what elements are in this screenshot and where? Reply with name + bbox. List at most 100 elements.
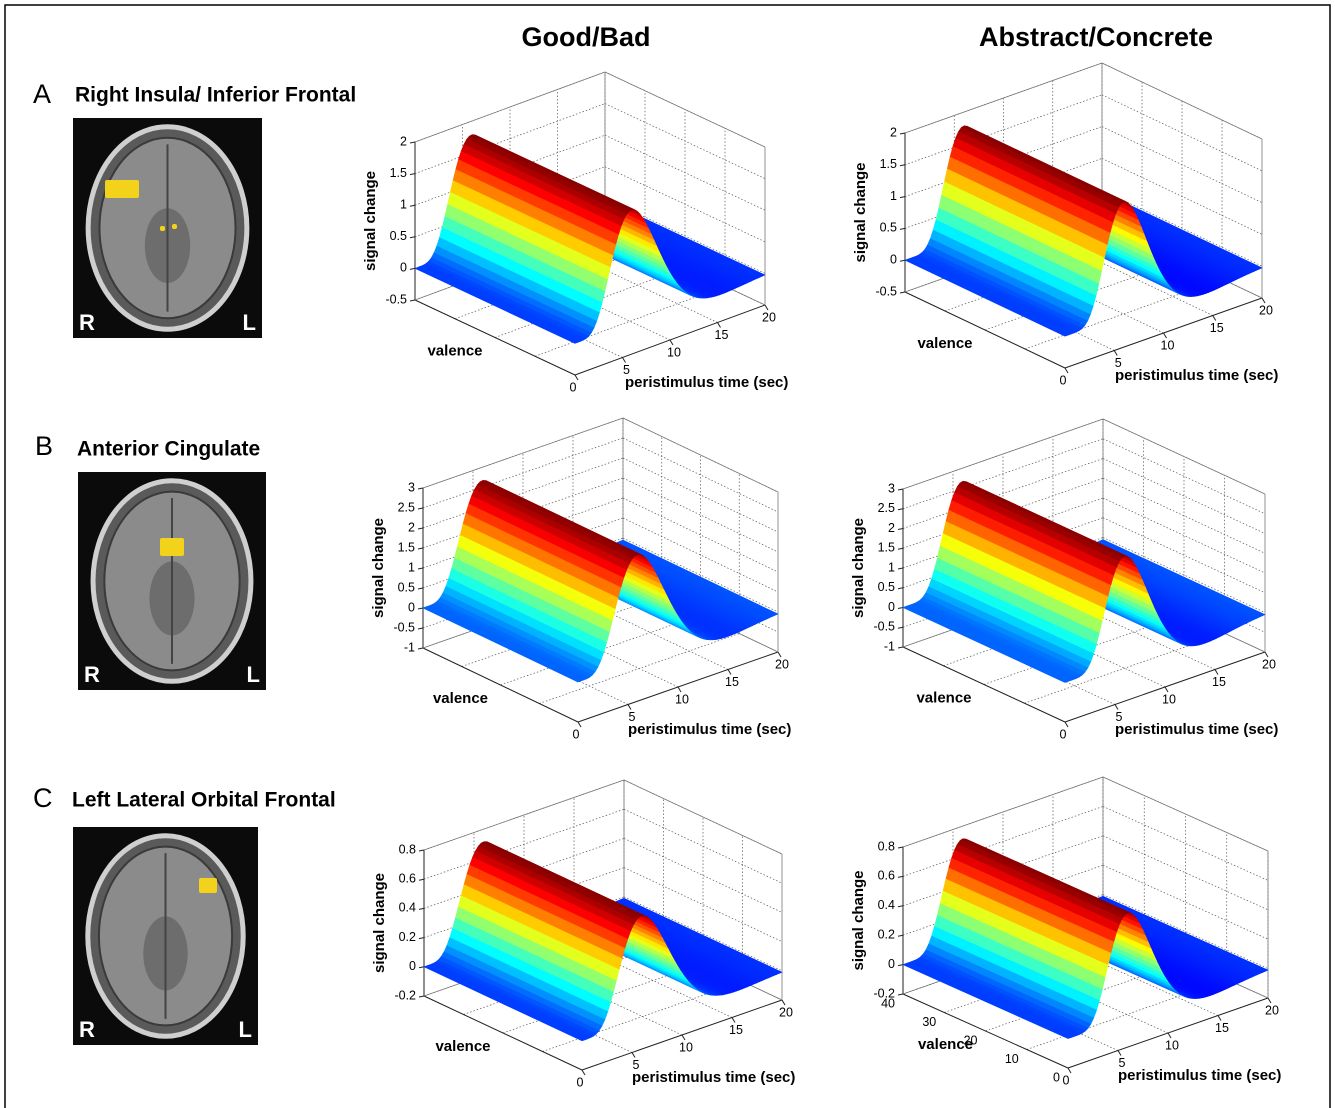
time-tick-label: 0 [570,380,577,394]
z-tick-label: 1.5 [880,157,897,171]
tick-mark [782,1000,785,1005]
box-edge [424,780,624,850]
z-tick-label: 0.6 [399,871,416,885]
time-tick-label: 15 [1210,321,1224,335]
box-edge [1102,63,1262,139]
tick-mark [898,965,903,966]
tick-mark [578,722,581,727]
z-tick-label: 0.5 [878,580,895,594]
response-surface [905,126,1262,336]
tick-mark [410,300,415,301]
z-tick-label: 2 [890,125,897,139]
tick-mark [765,305,768,310]
brain-side-label: R [79,1017,95,1042]
z-tick-label: 0.5 [880,221,897,235]
tick-mark [575,375,578,380]
tick-mark [419,996,424,997]
tick-mark [898,548,903,549]
time-tick-label: 10 [1161,338,1175,352]
tick-mark [898,906,903,907]
tick-mark [1115,705,1118,710]
tick-mark [1165,687,1168,692]
tick-mark [900,133,905,134]
tick-mark [898,608,903,609]
response-surface [903,481,1265,682]
axis-line [1065,298,1262,368]
tick-mark [418,528,423,529]
time-axis-label: peristimulus time (sec) [1115,367,1278,384]
tick-mark [898,568,903,569]
grid-line [903,439,1103,509]
tick-mark [898,876,903,877]
z-tick-label: 0 [409,959,416,973]
box-edge [423,418,623,488]
panel-letter: B [35,431,53,461]
tick-mark [419,908,424,909]
z-tick-label: 1.5 [878,541,895,555]
z-tick-label: 0.4 [878,898,895,912]
tick-mark [900,228,905,229]
tick-mark [418,628,423,629]
z-tick-label: -0.5 [385,292,407,306]
z-tick-label: 0 [888,957,895,971]
z-tick-label: 0 [888,600,895,614]
z-tick-label: 2 [400,134,407,148]
time-tick-label: 0 [1060,727,1067,741]
z-tick-label: 0.5 [398,580,415,594]
valence-tick-label: 30 [922,1015,936,1029]
z-tick-label: 0.2 [878,927,895,941]
tick-mark [1262,298,1265,303]
brain-image [78,472,266,690]
tick-mark [778,652,781,657]
z-tick-label: -1 [404,640,415,654]
valence-label: valence [916,689,971,706]
z-tick-label: 0 [408,600,415,614]
tick-mark [678,687,681,692]
region-title: Left Lateral Orbital Frontal [72,789,336,812]
z-tick-label: -1 [884,639,895,653]
tick-mark [1065,722,1068,727]
activation-blob [199,878,217,893]
z-tick-label: 0 [890,252,897,266]
tick-mark [728,670,731,675]
time-tick-label: 15 [1212,675,1226,689]
panel-letter: A [33,79,51,109]
time-tick-label: 20 [779,1005,793,1019]
z-tick-label: 1 [890,189,897,203]
box-edge [1103,419,1265,494]
brain-side-label: L [239,1017,252,1042]
brain-image [73,118,262,338]
tick-mark [900,197,905,198]
response-surface [415,135,765,344]
z-tick-label: 1.5 [390,166,407,180]
valence-label: valence [918,1036,973,1053]
axis-line [1065,652,1265,722]
tick-mark [900,165,905,166]
tick-mark [418,508,423,509]
z-tick-label: 2.5 [398,500,415,514]
valence-tick-label: 10 [1005,1052,1019,1066]
z-tick-label: 0.8 [399,842,416,856]
box-edge [605,72,765,147]
valence-tick-label: 40 [881,996,895,1010]
axis-line [582,1000,782,1070]
figure: Good/Bad Abstract/Concrete ARight Insula… [0,0,1335,1108]
z-tick-label: 0.2 [399,930,416,944]
tick-mark [898,588,903,589]
tick-mark [898,627,903,628]
tick-mark [1265,652,1268,657]
tick-mark [418,488,423,489]
brain-image [73,827,258,1045]
tick-mark [898,509,903,510]
tick-mark [1168,1033,1171,1038]
tick-mark [898,994,903,995]
tick-mark [418,648,423,649]
tick-mark [1218,1016,1221,1021]
tick-mark [628,705,631,710]
z-axis-label: signal change [370,518,387,618]
brain-side-label: R [84,662,100,687]
tick-mark [1213,316,1216,321]
tick-mark [732,1018,735,1023]
time-tick-label: 10 [679,1040,693,1054]
brain-side-label: R [79,310,95,335]
